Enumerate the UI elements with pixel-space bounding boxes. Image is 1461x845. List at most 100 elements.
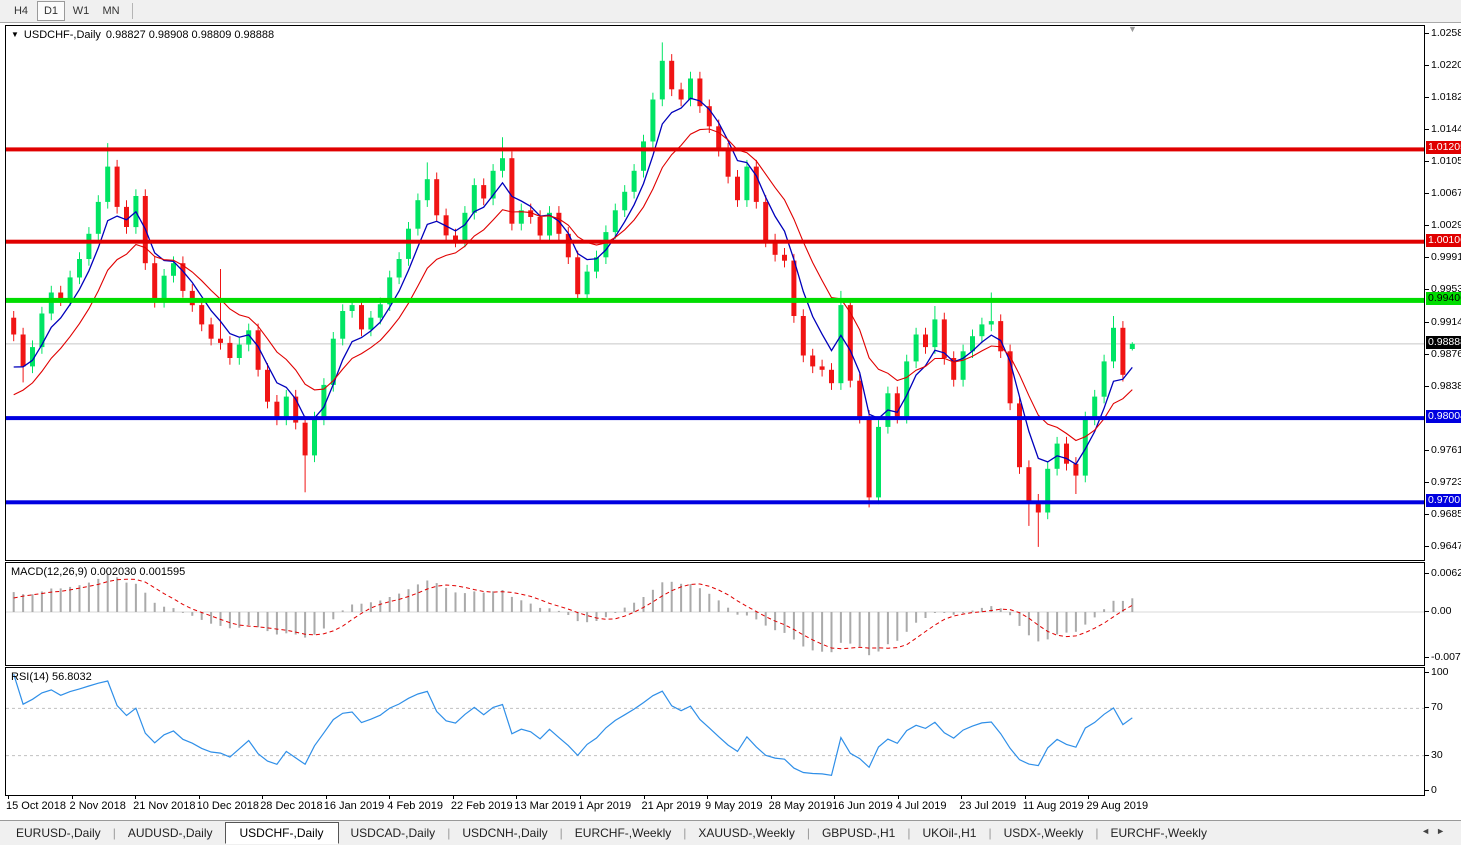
time-axis-label: 4 Jul 2019: [895, 800, 947, 812]
chart-shift-marker-icon[interactable]: ▼: [1128, 24, 1137, 34]
price-axis-tick: 1.00670: [1431, 187, 1461, 200]
chart-tab-eurusddaily[interactable]: EURUSD-,Daily: [16, 826, 101, 840]
chart-tab-audusddaily[interactable]: AUDUSD-,Daily: [127, 826, 213, 840]
timeframe-button-w1[interactable]: W1: [72, 5, 90, 17]
time-axis-label: 22 Feb 2019: [450, 800, 513, 812]
chart-title: ▼ USDCHF-,Daily 0.98827 0.98908 0.98809 …: [11, 29, 274, 41]
macd-svg: [6, 574, 1424, 656]
time-axis-tick-mark: [135, 796, 137, 799]
time-axis-tick-mark: [707, 796, 709, 799]
candles: [11, 42, 1135, 547]
chart-tab-bar: EURUSD-,Daily | AUDUSD-,Daily USDCHF-,Daily…: [0, 820, 1461, 845]
time-axis-label: 23 Jul 2019: [959, 800, 1017, 812]
time-axis-label: 21 Apr 2019: [641, 800, 701, 812]
time-axis[interactable]: 15 Oct 2018 2 Nov 2018 21 Nov 2018 10 Dec 2…: [5, 796, 1425, 819]
time-axis-tick-mark: [961, 796, 963, 799]
price-axis-tick: 1.01440: [1431, 122, 1461, 135]
price-axis[interactable]: 1.02580 1.02200 1.01820 1.01440 1.01050 1.006…: [1425, 25, 1461, 796]
axis-tick-mark: [1425, 353, 1429, 355]
price-axis-tick: 1.01050: [1431, 155, 1461, 168]
axis-tick-mark: [1425, 482, 1429, 484]
rsi-axis-tick: 0: [1431, 784, 1437, 796]
time-axis-label: 11 Aug 2019: [1022, 800, 1084, 812]
chart-tab-ukoilh1[interactable]: UKOil-,H1: [922, 826, 977, 840]
scroll-right-icon[interactable]: ►: [1436, 826, 1451, 836]
axis-tick-mark: [1425, 64, 1429, 66]
price-axis-tick: 1.01820: [1431, 90, 1461, 103]
axis-tick-mark: [1425, 514, 1429, 515]
tab-scroll-arrows[interactable]: ◄►: [1421, 826, 1451, 836]
macd-axis-tick: 0.006286: [1431, 566, 1461, 579]
time-axis-label: 16 Jan 2019: [323, 800, 385, 812]
axis-tick-mark: [1425, 321, 1429, 323]
axis-tick-mark: [1425, 96, 1429, 98]
rsi-axis-tick: 30: [1431, 748, 1443, 761]
axis-tick-mark: [1425, 161, 1429, 163]
price-chart-svg: [6, 42, 1424, 547]
time-axis-tick-mark: [389, 796, 391, 799]
timeframe-toolbar: H4 D1 W1 MN: [0, 0, 1461, 23]
horizontal-level-line[interactable]: [6, 297, 1424, 303]
axis-tick-mark: [1425, 657, 1429, 659]
time-axis-label: 1 Apr 2019: [577, 800, 632, 812]
time-axis-tick-mark: [452, 796, 454, 799]
macd-signal-line: [13, 578, 1133, 650]
chart-tab-eurchfweekly[interactable]: EURCHF-,Weekly: [574, 826, 672, 840]
timeframe-button-h4[interactable]: H4: [13, 5, 29, 17]
tab-divider: |: [806, 826, 810, 840]
chevron-down-icon[interactable]: ▼: [11, 30, 19, 39]
time-axis-label: 21 Nov 2018: [133, 800, 196, 812]
chart-tab-usdcnhdaily[interactable]: USDCNH-,Daily: [462, 826, 548, 840]
time-axis-label: 4 Feb 2019: [387, 800, 443, 812]
axis-tick-mark: [1425, 257, 1429, 259]
macd-axis-tick: -0.00762: [1431, 651, 1461, 664]
current-price-badge: 0.98888: [1426, 335, 1461, 349]
scroll-left-icon[interactable]: ◄: [1421, 826, 1437, 836]
chart-tab-gbpusdh1[interactable]: GBPUSD-,H1: [821, 826, 896, 840]
time-axis-tick-mark: [262, 796, 264, 799]
rsi-indicator-pane[interactable]: RSI(14) 56.8032: [5, 667, 1425, 796]
macd-indicator-pane[interactable]: MACD(12,26,9) 0.002030 0.001595: [5, 562, 1425, 666]
tab-divider: |: [988, 826, 992, 840]
axis-tick-mark: [1425, 672, 1429, 673]
level-price-badge: 1.00106: [1426, 233, 1461, 247]
timeframe-button-d1[interactable]: D1: [37, 1, 65, 21]
chart-tab-usdchfdaily[interactable]: USDCHF-,Daily: [224, 822, 339, 844]
chart-symbol-label: USDCHF-,Daily: [23, 29, 101, 41]
time-axis-tick-mark: [897, 796, 899, 799]
price-chart-pane[interactable]: ▼ USDCHF-,Daily 0.98827 0.98908 0.98809 …: [5, 24, 1425, 561]
tab-divider: |: [447, 826, 451, 840]
time-axis-tick-mark: [71, 796, 73, 799]
chart-tab-usdcaddaily[interactable]: USDCAD-,Daily: [350, 826, 436, 840]
chart-tab-usdxweekly[interactable]: USDX-,Weekly: [1003, 826, 1084, 840]
chart-tab-xauusdweekly[interactable]: XAUUSD-,Weekly: [698, 826, 795, 840]
horizontal-level-line[interactable]: [6, 416, 1424, 421]
axis-tick-mark: [1425, 754, 1429, 756]
chart-tab-eurchfweekly[interactable]: EURCHF-,Weekly: [1110, 826, 1207, 840]
time-axis-label: 28 May 2019: [768, 800, 833, 812]
horizontal-level-line[interactable]: [6, 147, 1424, 152]
time-axis-tick-mark: [1024, 796, 1026, 799]
axis-tick-mark: [1425, 289, 1429, 291]
rsi-line: [13, 674, 1133, 776]
horizontal-level-line[interactable]: [6, 500, 1424, 505]
horizontal-level-line[interactable]: [6, 239, 1424, 244]
axis-tick-mark: [1425, 128, 1429, 130]
chart-ohlc-values: 0.98827 0.98908 0.98809 0.98888: [105, 29, 275, 41]
axis-tick-mark: [1425, 545, 1429, 547]
time-axis-label: 2 Nov 2018: [69, 800, 126, 812]
level-price-badge: 0.97001: [1426, 494, 1461, 508]
axis-tick-mark: [1425, 707, 1429, 709]
timeframe-button-mn[interactable]: MN: [102, 5, 120, 17]
level-price-badge: 0.98004: [1426, 410, 1461, 424]
rsi-svg: [6, 674, 1424, 776]
time-axis-label: 9 May 2019: [705, 800, 763, 812]
time-axis-tick-mark: [325, 796, 327, 799]
time-axis-label: 13 Mar 2019: [514, 800, 577, 812]
